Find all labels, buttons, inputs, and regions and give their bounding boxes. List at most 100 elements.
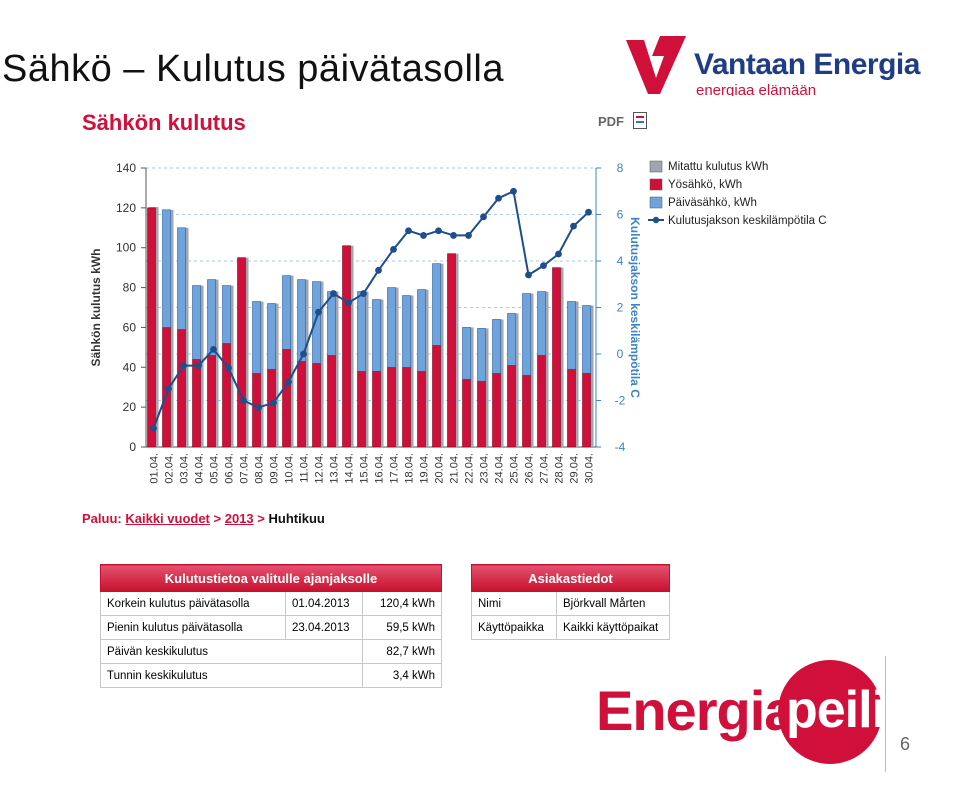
bar-night — [372, 370, 381, 448]
bar-night — [477, 380, 486, 448]
y2-axis-title: Kulutusjakson keskilämpötila C — [628, 217, 642, 398]
legend-swatch — [649, 178, 663, 191]
temperature-point — [195, 362, 202, 370]
bar-day — [372, 299, 381, 372]
brand-word-1: Energia — [596, 679, 795, 742]
bar-night — [522, 374, 531, 448]
divider — [885, 656, 886, 772]
bar-night — [282, 349, 291, 448]
bar-night — [387, 366, 396, 448]
bar-night — [462, 378, 471, 448]
temperature-point — [345, 299, 352, 307]
bar-day — [357, 291, 366, 372]
temperature-point — [510, 187, 517, 195]
breadcrumb-all-years-link[interactable]: Kaikki vuodet — [125, 511, 210, 526]
bar-night — [567, 368, 576, 448]
x-tick-label: 19.04. — [419, 453, 431, 484]
bar-night — [432, 345, 441, 448]
temperature-point — [150, 425, 157, 432]
stat-value: 59,5 kWh — [362, 615, 442, 640]
stats-table: Kulutustietoa valitulle ajanjaksolle Kor… — [100, 564, 442, 688]
stat-label: Pienin kulutus päivätasolla — [100, 615, 286, 640]
bar-night — [417, 370, 426, 448]
x-tick-label: 26.04. — [524, 453, 536, 484]
temperature-point — [465, 232, 472, 239]
temperature-point — [255, 404, 262, 411]
y-tick-label: 40 — [123, 360, 137, 374]
y-tick-label: 20 — [123, 400, 137, 414]
logo-name: Vantaan Energia — [694, 48, 920, 81]
bar-day — [192, 285, 201, 360]
legend-label: Mitattu kulutus kWh — [668, 161, 768, 173]
temperature-point — [360, 290, 367, 297]
breadcrumb-year-link[interactable]: 2013 — [224, 511, 254, 526]
temperature-point — [375, 266, 382, 274]
breadcrumb-separator: > — [257, 511, 265, 526]
table-row: Tunnin keskikulutus 3,4 kWh — [100, 663, 442, 688]
bar-night — [327, 355, 336, 448]
legend-swatch — [649, 160, 663, 173]
bar-day — [582, 305, 591, 374]
y2-tick-label: 0 — [617, 347, 624, 361]
temperature-point — [270, 399, 277, 407]
y-tick-label: 80 — [123, 281, 137, 295]
temperature-point — [240, 397, 247, 404]
x-tick-label: 15.04. — [359, 453, 371, 484]
bar-day — [252, 301, 261, 374]
temperature-point — [480, 213, 487, 221]
temperature-point — [525, 271, 532, 279]
x-tick-label: 30.04. — [584, 453, 596, 484]
breadcrumb: Paluu: Kaikki vuodet > 2013 > Huhtikuu — [82, 511, 325, 526]
bar-day — [432, 263, 441, 346]
x-tick-label: 04.04. — [194, 453, 206, 484]
x-tick-label: 13.04. — [329, 453, 341, 484]
bar-night — [507, 364, 516, 448]
energiapeili-logo: Energia peili — [590, 656, 888, 772]
bar-day — [462, 327, 471, 380]
bar-night — [402, 366, 411, 448]
report-title: Sähkön kulutus — [82, 110, 246, 135]
y2-tick-label: 2 — [617, 301, 624, 315]
x-tick-label: 07.04. — [239, 453, 251, 484]
bar-day — [162, 209, 171, 328]
x-tick-label: 18.04. — [404, 453, 416, 484]
bar-day — [492, 319, 501, 374]
y-tick-label: 100 — [116, 241, 136, 255]
bar-day — [297, 279, 306, 362]
customer-value: Björkvall Mårten — [556, 591, 670, 616]
bar-day — [567, 301, 576, 370]
breadcrumb-label: Paluu: — [82, 511, 122, 526]
x-tick-label: 03.04. — [179, 453, 191, 484]
x-tick-label: 12.04. — [314, 453, 326, 484]
bar-day — [537, 291, 546, 356]
pdf-link[interactable]: PDF — [598, 114, 624, 129]
pdf-icon[interactable] — [633, 112, 647, 129]
temperature-point — [285, 378, 292, 386]
y-tick-label: 0 — [129, 440, 136, 454]
bar-night — [297, 361, 306, 448]
x-tick-label: 23.04. — [479, 453, 491, 484]
customer-label: Käyttöpaikka — [471, 615, 557, 640]
x-tick-label: 24.04. — [494, 453, 506, 484]
breadcrumb-current: Huhtikuu — [268, 511, 325, 526]
customer-label: Nimi — [471, 591, 557, 616]
y-tick-label: 140 — [116, 161, 136, 175]
y2-tick-label: 8 — [617, 161, 624, 175]
stat-label: Tunnin keskikulutus — [100, 663, 363, 688]
customer-table-header: Asiakastiedot — [471, 564, 670, 592]
temperature-point — [315, 308, 322, 316]
x-tick-label: 09.04. — [269, 453, 281, 484]
y2-tick-label: -4 — [615, 440, 626, 454]
bar-day — [402, 295, 411, 368]
stat-label: Korkein kulutus päivätasolla — [100, 591, 286, 616]
consumption-chart: 0 20 40 60 80 100 120 140 -4 -2 0 2 4 6 8 Sähkön kulutu… — [89, 160, 827, 484]
table-row: Päivän keskikulutus 82,7 kWh — [100, 639, 442, 664]
table-row: Käyttöpaikka Kaikki käyttöpaikat — [471, 615, 670, 640]
bar-night — [582, 372, 591, 448]
temperature-point — [495, 194, 502, 202]
x-tick-label: 20.04. — [434, 453, 446, 484]
bar-night — [222, 343, 231, 448]
bar-night — [237, 257, 246, 448]
temperature-point — [165, 385, 172, 393]
bar-day — [207, 279, 216, 356]
